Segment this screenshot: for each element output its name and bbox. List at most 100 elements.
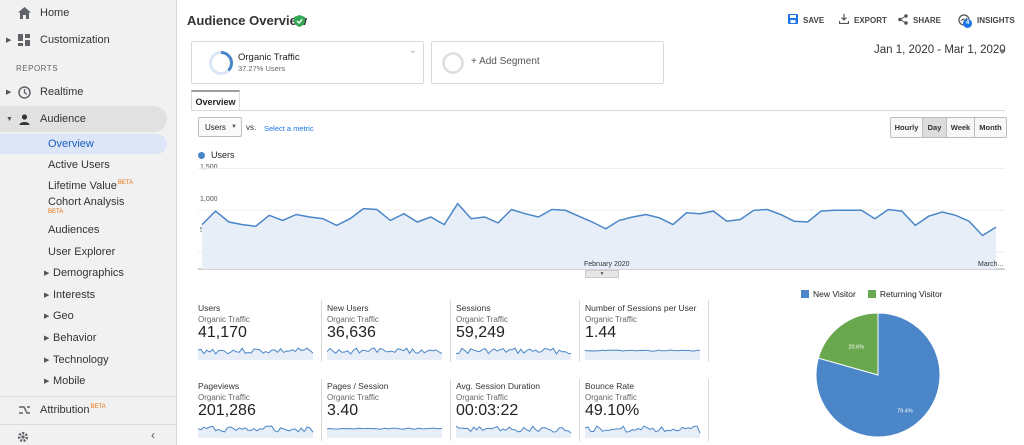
pie-legend: New Visitor Returning Visitor (801, 289, 943, 299)
segment-organic-traffic[interactable]: Organic Traffic 37.27% Users ⌄ (191, 41, 424, 84)
metric-sparkline (327, 347, 443, 360)
metric-sparkline (456, 425, 572, 438)
metric-segment: Organic Traffic (327, 393, 379, 402)
tab-overview[interactable]: Overview (191, 90, 240, 111)
insights-label: INSIGHTS (977, 15, 1015, 25)
beta-badge: BETA (117, 180, 134, 186)
metric-name: Sessions (456, 303, 491, 313)
caret-right-icon: ▶ (44, 357, 50, 364)
metric-tile[interactable]: Bounce Rate Organic Traffic 49.10% (585, 381, 703, 443)
sidebar-item-mobile[interactable]: ▶ Mobile (0, 371, 167, 391)
sidebar-item-user-explorer[interactable]: User Explorer (0, 242, 167, 262)
metric-value: 59,249 (456, 324, 505, 341)
pie-slice-returning-visitor[interactable] (817, 312, 879, 376)
metric-name: Avg. Session Duration (456, 381, 540, 391)
metric-tile[interactable]: Pageviews Organic Traffic 201,286 (198, 381, 316, 443)
sidebar-item-customization[interactable]: ▶ Customization (0, 27, 177, 53)
sidebar-item-geo[interactable]: ▶ Geo (0, 306, 167, 326)
pie-slice-label: 20.6% (849, 344, 865, 350)
chevron-left-icon[interactable]: ‹ (151, 428, 155, 442)
caret-down-icon: ▼ (6, 115, 13, 123)
x-tick-label: February 2020 (584, 261, 630, 268)
sidebar-item-label: Behavior (53, 332, 97, 344)
chart-resize-handle[interactable]: ▼ (585, 270, 619, 278)
select-metric-link[interactable]: Select a metric (264, 124, 314, 133)
sidebar-item-realtime[interactable]: ▶ Realtime (0, 79, 177, 105)
metric-tile[interactable]: Users Organic Traffic 41,170 (198, 303, 316, 365)
sidebar-item-audiences[interactable]: Audiences (0, 220, 167, 240)
insights-badge: 4 (963, 19, 972, 28)
metric-segment: Organic Traffic (198, 393, 250, 402)
gear-icon[interactable] (17, 430, 29, 445)
sparkline-line (198, 347, 314, 355)
attribution-icon (17, 403, 31, 417)
metric-tile[interactable]: Avg. Session Duration Organic Traffic 00:0… (456, 381, 574, 443)
date-range-picker[interactable]: Jan 1, 2020 - Mar 1, 2020 (874, 44, 1006, 56)
period-hourly-button[interactable]: Hourly (891, 118, 923, 137)
metric-tile[interactable]: Sessions Organic Traffic 59,249 (456, 303, 574, 365)
person-icon (17, 112, 31, 126)
sidebar-item-technology[interactable]: ▶ Technology (0, 350, 167, 370)
sidebar-item-label: Lifetime ValueBETA (48, 180, 133, 192)
add-segment-button[interactable]: + Add Segment (431, 41, 664, 84)
pie-slice-label: 79.4% (897, 409, 913, 415)
sidebar-item-lifetime-value[interactable]: Lifetime ValueBETA (0, 176, 167, 196)
export-label: EXPORT (854, 15, 887, 25)
metric-tile[interactable]: New Users Organic Traffic 36,636 (327, 303, 445, 365)
insights-button[interactable]: 4 INSIGHTS (958, 14, 1015, 28)
chevron-down-icon[interactable]: ⌄ (408, 45, 417, 56)
sparkline-line (585, 425, 701, 434)
sidebar-item-demographics[interactable]: ▶ Demographics (0, 263, 167, 283)
metric-sparkline (585, 425, 701, 438)
sidebar-item-label: Mobile (53, 375, 86, 387)
caret-right-icon: ▶ (6, 37, 12, 44)
period-month-button[interactable]: Month (975, 118, 1006, 137)
reports-header: REPORTS (16, 64, 59, 73)
sparkline-line (327, 427, 443, 430)
sidebar-item-label: Audiences (48, 224, 100, 236)
metric-select[interactable]: Users ▼ (198, 117, 242, 137)
sparkline-line (327, 347, 443, 355)
sidebar-item-label: Technology (53, 354, 109, 366)
caret-right-icon: ▶ (44, 378, 50, 385)
save-button[interactable]: SAVE (788, 14, 824, 26)
sparkline-line (198, 425, 314, 433)
sparkline-area (327, 428, 442, 438)
metric-sparkline (198, 347, 314, 360)
metric-name: Pageviews (198, 381, 240, 391)
metric-sparkline (456, 347, 572, 360)
sidebar-item-attribution[interactable]: AttributionBETA (0, 396, 177, 422)
sidebar-item-audience[interactable]: ▼ Audience (0, 106, 167, 132)
metric-tile[interactable]: Pages / Session Organic Traffic 3.40 (327, 381, 445, 443)
sidebar-item-label: Home (40, 7, 70, 19)
page-title: Audience Overview (187, 13, 307, 28)
sparkline-area (585, 426, 700, 438)
sidebar-item-active-users[interactable]: Active Users (0, 155, 167, 175)
save-icon (788, 14, 798, 26)
sidebar-item-interests[interactable]: ▶ Interests (0, 285, 167, 305)
period-day-button[interactable]: Day (923, 118, 947, 137)
sidebar-item-label: Cohort Analysis BETA (48, 197, 124, 217)
sidebar-item-cohort-analysis[interactable]: Cohort Analysis BETA (0, 197, 167, 219)
export-button[interactable]: EXPORT (838, 14, 887, 26)
save-label: SAVE (803, 15, 825, 25)
metric-tile[interactable]: Number of Sessions per User Organic Traff… (585, 303, 703, 365)
metric-segment: Organic Traffic (456, 315, 508, 324)
sidebar-item-home[interactable]: Home (0, 0, 177, 26)
share-button[interactable]: SHARE (898, 14, 941, 27)
sidebar-item-label: Audience (40, 113, 86, 125)
sidebar-item-label: Customization (40, 34, 110, 46)
metric-name: New Users (327, 303, 369, 313)
legend-label: New Visitor (813, 289, 856, 299)
dashboard-icon (17, 33, 31, 47)
sidebar-item-overview[interactable]: Overview (0, 134, 167, 154)
tile-divider (708, 300, 709, 362)
period-toggle: Hourly Day Week Month (890, 117, 1007, 138)
metric-value: 1.44 (585, 324, 617, 341)
metric-name: Pages / Session (327, 381, 389, 391)
caret-down-icon[interactable]: ▼ (998, 47, 1006, 56)
sidebar-item-behavior[interactable]: ▶ Behavior (0, 328, 167, 348)
legend-label: Returning Visitor (879, 289, 943, 299)
period-week-button[interactable]: Week (947, 118, 975, 137)
sparkline-area (585, 350, 700, 360)
